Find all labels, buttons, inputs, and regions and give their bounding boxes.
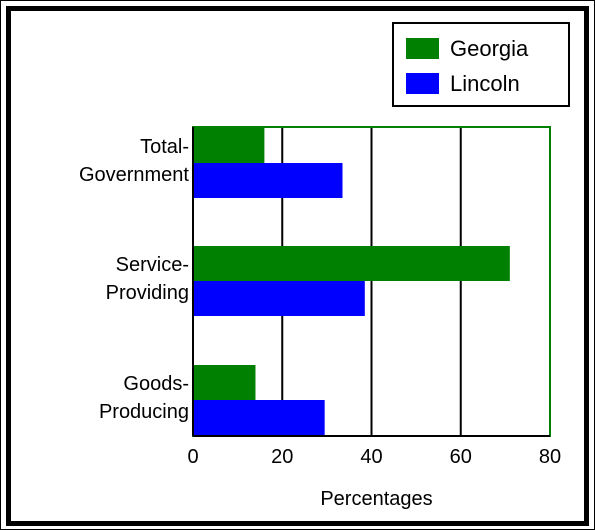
category-label: Service-	[116, 254, 189, 276]
x-tick-label: 40	[360, 446, 382, 468]
x-tick-label: 20	[271, 446, 293, 468]
legend-swatch-georgia	[406, 38, 439, 59]
x-axis-title: Percentages	[320, 488, 432, 510]
legend: Georgia Lincoln	[392, 22, 570, 107]
bar-lincoln	[193, 281, 365, 316]
x-tick-labels: 0 20 40 60 80	[187, 446, 561, 468]
category-label: Government	[79, 164, 189, 186]
bars	[193, 128, 510, 435]
bar-georgia	[193, 365, 256, 400]
category-label: Producing	[99, 401, 189, 423]
legend-swatch-lincoln	[406, 73, 439, 94]
axes	[192, 127, 550, 437]
category-label: Total-	[140, 136, 189, 158]
category-label: Providing	[106, 282, 189, 304]
category-label: Goods-	[123, 373, 189, 395]
legend-label: Lincoln	[450, 71, 520, 96]
bar-georgia	[193, 246, 510, 281]
x-tick-label: 60	[450, 446, 472, 468]
bar-lincoln	[193, 400, 325, 435]
bar-georgia	[193, 128, 265, 163]
x-tick-label: 80	[539, 446, 561, 468]
x-tick-label: 0	[187, 446, 198, 468]
category-labels: Total- Government Service- Providing Goods- P…	[79, 136, 189, 423]
bar-lincoln	[193, 163, 343, 198]
legend-label: Georgia	[450, 36, 529, 61]
